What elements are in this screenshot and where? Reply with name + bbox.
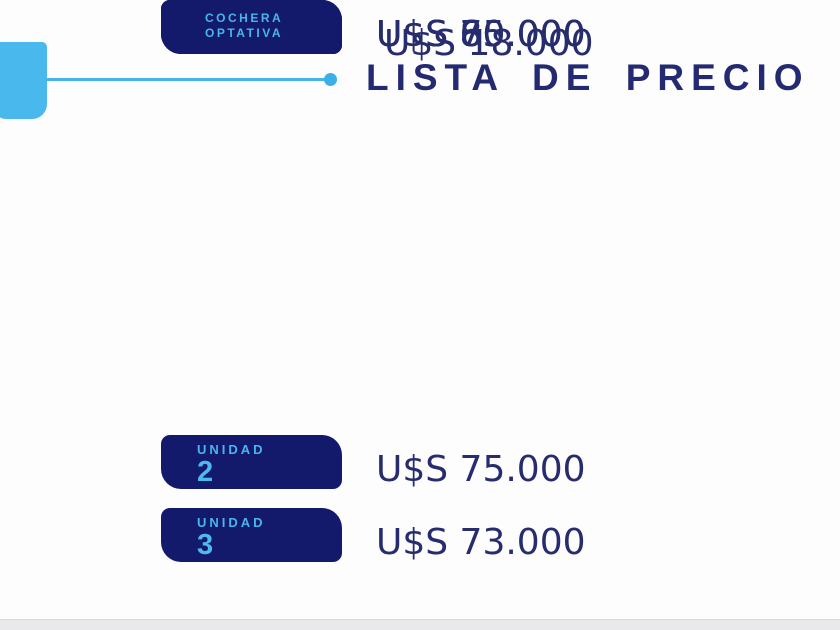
garage-badge-label-line1: COCHERA [205,11,284,25]
unit-price: U$S 75.000 [376,449,586,490]
unit-badge: UNIDAD 3 [161,508,342,562]
price-row: COCHERA OPTATIVA U$S 18.000 [0,0,840,62]
price-row: UNIDAD 2 U$S 75.000 [0,435,840,493]
unit-price: U$S 73.000 [376,522,586,563]
unit-badge-number: 3 [197,529,214,561]
unit-price: U$S 70.000 [376,14,586,55]
garage-badge-label-line2: OPTATIVA [205,26,283,40]
unit-badge-number: 2 [197,456,214,488]
unit-badge-label: UNIDAD [197,515,266,530]
accent-square [0,42,47,119]
unit-badge: UNIDAD 2 [161,435,342,489]
unit-price: U$S 18.000 [384,23,594,64]
unit-price: U$S 65.000 [376,14,586,55]
unit-badge-label: UNIDAD [197,442,266,457]
garage-badge: COCHERA OPTATIVA [161,0,342,50]
page-title: LISTA DE PRECIO [366,57,810,98]
unit-price: U$S 80.000 [376,14,586,55]
connector-dot [324,73,337,86]
connector-line [46,78,325,81]
price-row: UNIDAD 3 U$S 73.000 [0,508,840,566]
bottom-bar [0,619,840,630]
